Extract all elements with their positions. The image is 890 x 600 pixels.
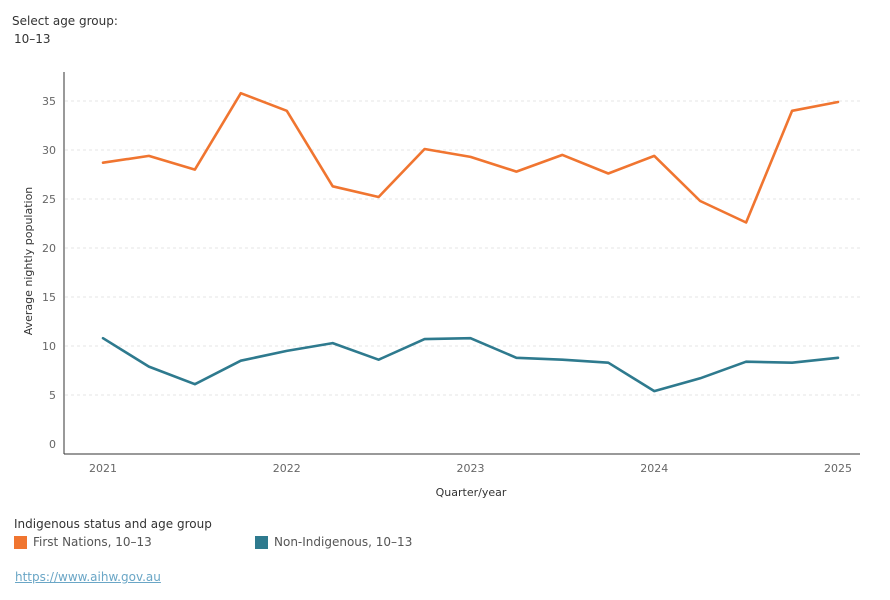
data-point[interactable] [697,375,703,381]
age-group-filter-value[interactable]: 10–13 [14,32,51,46]
legend-item-first-nations[interactable]: First Nations, 10–13 [14,535,152,549]
data-point[interactable] [835,99,841,105]
x-axis-title: Quarter/year [436,486,507,499]
y-tick-label: 30 [42,144,56,157]
data-point[interactable] [743,220,749,226]
y-tick-label: 15 [42,291,56,304]
data-point[interactable] [697,198,703,204]
y-tick-label: 35 [42,95,56,108]
data-point[interactable] [330,183,336,189]
data-point[interactable] [422,146,428,152]
data-point[interactable] [789,108,795,114]
data-point[interactable] [100,335,106,341]
data-point[interactable] [468,335,474,341]
y-tick-label: 0 [49,438,56,451]
x-tick-label: 2022 [273,462,301,475]
series-line-non-indigenous[interactable] [101,336,840,393]
data-point[interactable] [284,108,290,114]
y-axis-title: Average nightly population [22,187,35,336]
x-tick-label: 2024 [640,462,668,475]
data-point[interactable] [238,358,244,364]
data-point[interactable] [376,357,382,363]
data-point[interactable] [330,340,336,346]
data-point[interactable] [146,364,152,370]
x-tick-label: 2025 [824,462,852,475]
data-point[interactable] [284,348,290,354]
data-point[interactable] [559,152,565,158]
data-point[interactable] [422,336,428,342]
y-tick-label: 25 [42,193,56,206]
data-point[interactable] [605,360,611,366]
legend-item-non-indigenous[interactable]: Non-Indigenous, 10–13 [255,535,412,549]
age-group-filter-label: Select age group: [12,14,118,28]
data-point[interactable] [789,360,795,366]
y-tick-label: 20 [42,242,56,255]
data-point[interactable] [651,153,657,159]
legend: Indigenous status and age group First Na… [14,517,614,553]
data-point[interactable] [835,355,841,361]
data-point[interactable] [513,355,519,361]
data-point[interactable] [513,169,519,175]
y-tick-label: 10 [42,340,56,353]
data-point[interactable] [146,153,152,159]
data-point[interactable] [238,90,244,96]
gridlines [65,100,860,396]
series-line-first-nations[interactable] [101,91,840,224]
legend-title: Indigenous status and age group [14,517,212,531]
legend-label-non-indigenous: Non-Indigenous, 10–13 [274,535,413,549]
data-point[interactable] [559,357,565,363]
data-point[interactable] [376,194,382,200]
data-point[interactable] [651,388,657,394]
legend-swatch-first-nations [14,535,27,549]
data-point[interactable] [468,154,474,160]
y-tick-label: 5 [49,389,56,402]
x-tick-label: 2021 [89,462,117,475]
x-tick-label: 2023 [457,462,485,475]
data-point[interactable] [605,171,611,177]
data-point[interactable] [192,167,198,173]
data-point[interactable] [100,160,106,166]
legend-label-first-nations: First Nations, 10–13 [33,535,152,549]
legend-swatch-non-indigenous [255,535,268,549]
data-point[interactable] [192,381,198,387]
source-link[interactable]: https://www.aihw.gov.au [15,570,161,584]
data-point[interactable] [743,359,749,365]
series-lines [100,90,841,394]
